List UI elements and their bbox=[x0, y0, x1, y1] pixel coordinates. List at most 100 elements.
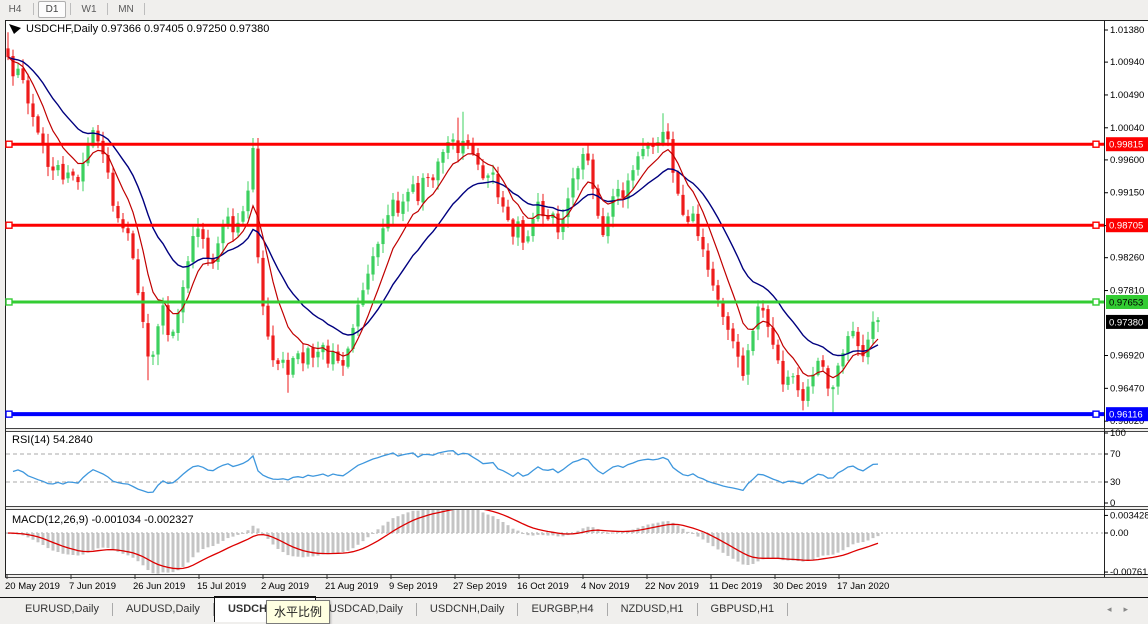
candle-body bbox=[96, 130, 100, 142]
candle-body bbox=[806, 386, 810, 401]
candle-body bbox=[361, 290, 365, 306]
candle-body bbox=[331, 351, 335, 365]
candle-body bbox=[756, 306, 760, 330]
candle-body bbox=[16, 68, 20, 76]
macd-signal-line bbox=[7, 510, 879, 570]
candle-body bbox=[751, 330, 755, 352]
timeframe-button-h4[interactable]: H4 bbox=[8, 3, 22, 15]
candle-body bbox=[291, 357, 295, 375]
candle-body bbox=[246, 190, 250, 212]
candle-body bbox=[801, 389, 805, 401]
candle-body bbox=[626, 180, 630, 199]
candle-body bbox=[396, 200, 400, 213]
toolbar-separator bbox=[144, 3, 145, 15]
price-badge-label: 0.97653 bbox=[1109, 297, 1143, 308]
candle-body bbox=[411, 184, 415, 192]
candle-body bbox=[391, 199, 395, 217]
candle-body bbox=[161, 305, 165, 326]
candle-body bbox=[831, 387, 835, 390]
line-handle[interactable] bbox=[1092, 410, 1100, 418]
tab-eurgbp-h4[interactable]: EURGBP,H4 bbox=[531, 603, 594, 615]
candle-body bbox=[56, 165, 60, 171]
line-handle[interactable] bbox=[1092, 221, 1100, 229]
candle-body bbox=[771, 327, 775, 345]
tab-divider bbox=[517, 603, 519, 616]
tab-scroll-right-icon[interactable]: ▸ bbox=[1123, 604, 1140, 614]
candle-body bbox=[301, 352, 305, 364]
candle-body bbox=[811, 374, 815, 387]
line-handle[interactable] bbox=[1092, 140, 1100, 148]
macd-label: MACD(12,26,9) -0.001034 -0.002327 bbox=[12, 514, 194, 526]
timeframe-toolbar: H4 D1 W1 MN bbox=[0, 0, 1148, 18]
candle-body bbox=[501, 197, 505, 207]
toolbar-separator bbox=[107, 3, 108, 15]
candle-body bbox=[616, 188, 620, 197]
candle-body bbox=[611, 196, 615, 217]
price-axis-label: 1.00490 bbox=[1110, 90, 1144, 101]
date-axis-label: 30 Dec 2019 bbox=[773, 581, 827, 592]
candle-body bbox=[211, 258, 215, 263]
candle-body bbox=[796, 375, 800, 391]
candle-body bbox=[701, 236, 705, 250]
timeframe-button-w1[interactable]: W1 bbox=[81, 3, 97, 15]
tab-audusd-daily[interactable]: AUDUSD,Daily bbox=[125, 603, 200, 615]
candle-body bbox=[416, 182, 420, 202]
candle-body bbox=[306, 348, 310, 365]
candle-body bbox=[856, 331, 860, 347]
tab-usdcad-daily[interactable]: USDCAD,Daily bbox=[328, 603, 403, 615]
line-handle[interactable] bbox=[5, 298, 13, 306]
timeframe-button-d1[interactable]: D1 bbox=[38, 0, 66, 18]
candle-body bbox=[6, 48, 10, 58]
candle-body bbox=[571, 178, 575, 198]
line-handle[interactable] bbox=[5, 410, 13, 418]
tab-divider bbox=[787, 603, 789, 616]
tab-scroll-left-icon[interactable]: ◂ bbox=[1106, 604, 1124, 614]
candle-body bbox=[471, 143, 475, 155]
candle-body bbox=[46, 144, 50, 167]
candle-body bbox=[461, 140, 465, 154]
tab-eurusd-daily[interactable]: EURUSD,Daily bbox=[25, 603, 99, 615]
tab-divider bbox=[415, 603, 417, 616]
tab-gbpusd-h1[interactable]: GBPUSD,H1 bbox=[710, 603, 775, 615]
candle-body bbox=[281, 359, 285, 363]
candle-body bbox=[186, 261, 190, 289]
price-badge bbox=[1106, 218, 1148, 233]
chart-shift-arrow-icon bbox=[9, 24, 21, 34]
candle-body bbox=[586, 153, 590, 161]
macd-axis-label: -0.007615 bbox=[1110, 567, 1148, 578]
timeframe-button-mn[interactable]: MN bbox=[118, 3, 134, 15]
line-handle[interactable] bbox=[5, 221, 13, 229]
chart-tab-bar: EURUSD,Daily AUDUSD,Daily USDCHF,Daily U… bbox=[0, 596, 1148, 624]
candle-body bbox=[646, 144, 650, 149]
toolbar-separator bbox=[33, 3, 34, 15]
price-badge-label: 0.97380 bbox=[1109, 317, 1143, 328]
tab-nzdusd-h1[interactable]: NZDUSD,H1 bbox=[620, 603, 684, 615]
candle-body bbox=[241, 211, 245, 222]
candle-body bbox=[296, 353, 300, 360]
price-axis-label: 0.99600 bbox=[1110, 155, 1144, 166]
candle-body bbox=[871, 321, 875, 339]
line-handle[interactable] bbox=[1092, 298, 1100, 306]
price-axis-label: 0.99150 bbox=[1110, 188, 1144, 199]
candle-body bbox=[846, 336, 850, 354]
price-axis-label: 1.01380 bbox=[1110, 25, 1144, 36]
price-axis-label: 1.00940 bbox=[1110, 57, 1144, 68]
date-axis-label: 26 Jun 2019 bbox=[133, 581, 185, 592]
candle-body bbox=[61, 163, 65, 180]
rsi-line bbox=[12, 450, 879, 494]
candle-body bbox=[316, 351, 320, 358]
candle-body bbox=[151, 354, 155, 357]
candle-body bbox=[776, 344, 780, 361]
price-axis-label: 0.98260 bbox=[1110, 253, 1144, 264]
date-axis-label: 7 Jun 2019 bbox=[69, 581, 116, 592]
macd-axis-label: 0.003428 bbox=[1110, 510, 1148, 521]
candle-body bbox=[486, 175, 490, 178]
line-handle[interactable] bbox=[5, 140, 13, 148]
price-axis-label: 0.96920 bbox=[1110, 350, 1144, 361]
candle-body bbox=[426, 177, 430, 179]
candle-body bbox=[221, 226, 225, 244]
tab-usdcnh-daily[interactable]: USDCNH,Daily bbox=[429, 603, 505, 615]
candle-body bbox=[476, 153, 480, 165]
candle-body bbox=[181, 286, 185, 313]
candle-body bbox=[116, 206, 120, 219]
